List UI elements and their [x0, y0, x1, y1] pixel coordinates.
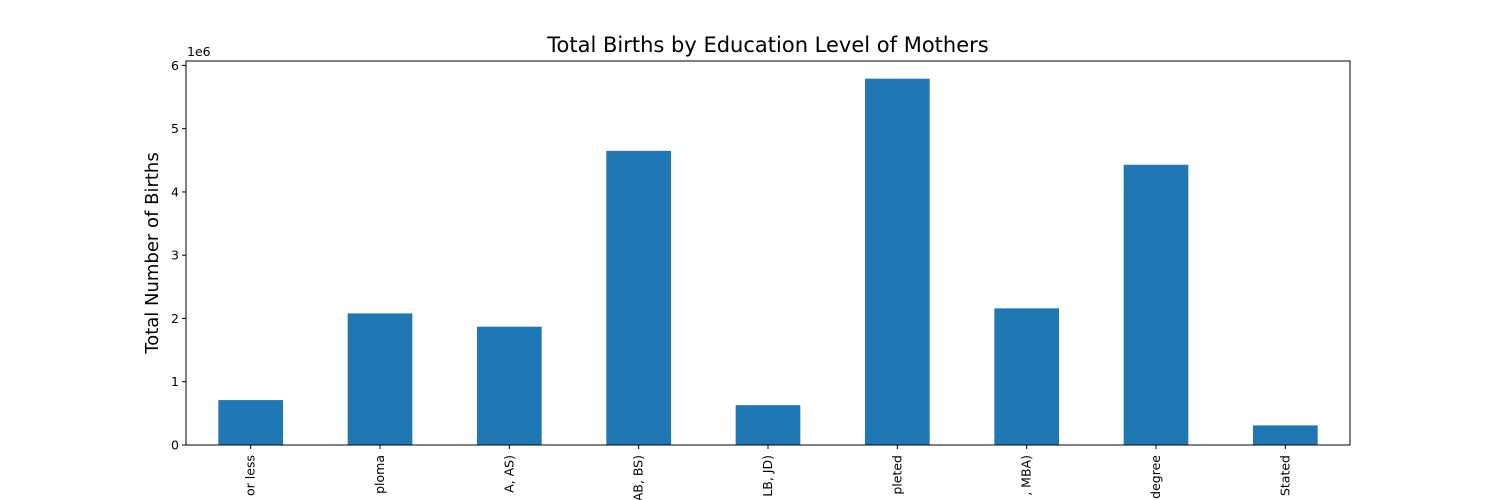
chart-title: Total Births by Education Level of Mothe…	[546, 33, 988, 57]
x-tick-label-4: LB, JD)	[760, 455, 775, 497]
x-tick-label-5: pleted	[889, 455, 904, 495]
x-tick-label-3: AB, BS)	[631, 455, 646, 500]
y-tick-label-6: 6	[171, 58, 179, 73]
bar-5	[865, 78, 930, 445]
bar-0	[218, 400, 283, 445]
bar-4	[735, 405, 801, 445]
x-tick-label-1: ploma	[372, 455, 387, 494]
y-tick-label-0: 0	[171, 438, 179, 453]
x-tick-label-7: degree	[1148, 455, 1163, 499]
x-tick-label-0: or less	[243, 455, 258, 496]
y-tick-label-2: 2	[171, 311, 179, 326]
bar-2	[477, 326, 542, 445]
bar-1	[347, 313, 413, 445]
x-axis-ticks: or less ploma A, AS) AB, BS) LB, JD) pleted , …	[243, 445, 1292, 500]
plot-frame	[185, 60, 1351, 446]
bar-6	[994, 308, 1059, 445]
bars-group	[218, 78, 1318, 446]
bar-3	[606, 150, 671, 445]
y-tick-label-3: 3	[171, 248, 179, 263]
bar-8	[1253, 425, 1318, 445]
x-tick-label-2: A, AS)	[501, 455, 516, 493]
y-offset-label: 1e6	[187, 44, 211, 59]
y-tick-label-1: 1	[171, 374, 179, 389]
y-tick-label-4: 4	[171, 184, 179, 199]
y-tick-label-5: 5	[171, 121, 179, 136]
x-tick-label-8: Stated	[1277, 455, 1292, 496]
y-axis-ticks: 0 1 2 3 4 5 6	[171, 58, 186, 453]
bar-7	[1123, 164, 1189, 446]
y-axis-title: Total Number of Births	[142, 152, 163, 354]
x-tick-label-6: , MBA)	[1019, 455, 1034, 496]
